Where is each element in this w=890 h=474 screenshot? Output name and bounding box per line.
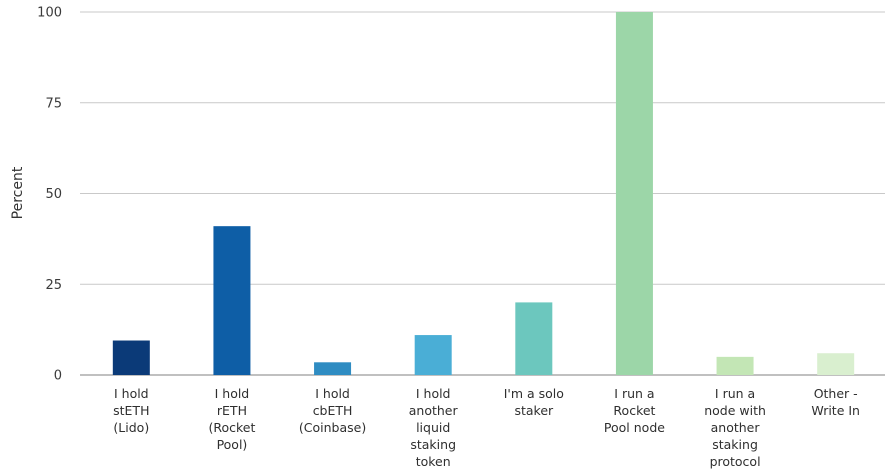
x-category-label-line: staking [410, 437, 456, 452]
bars [112, 12, 855, 375]
x-category-label-line: token [416, 454, 451, 469]
x-category-label: I hold another liquid staking token [409, 386, 459, 469]
x-category-label-line: Pool node [604, 420, 665, 435]
x-category-label: Other - Write In [811, 386, 860, 418]
x-category-label: I run a Rocket Pool node [604, 386, 665, 435]
bar [515, 302, 553, 375]
bar [716, 356, 754, 375]
x-category-label-line: Write In [811, 403, 860, 418]
bar [615, 12, 653, 375]
y-axis-ticks: 0 25 50 75 100 [37, 6, 62, 384]
x-category-label-line: another [711, 420, 761, 435]
x-category-label-line: liquid [416, 420, 450, 435]
x-category-label: I'm a solo staker [504, 386, 564, 418]
y-tick-label: 100 [37, 6, 62, 21]
bar [817, 353, 855, 375]
y-axis-label: Percent [10, 166, 26, 219]
gridlines [80, 11, 885, 376]
x-category-label-line: Rocket [613, 403, 655, 418]
x-category-label-line: I hold [114, 386, 149, 401]
x-category-label-line: (Lido) [113, 420, 149, 435]
y-tick-label: 75 [45, 96, 62, 111]
x-category-label-line: I run a [614, 386, 654, 401]
bar [112, 340, 150, 375]
x-category-label-line: Pool) [217, 437, 248, 452]
y-tick-label: 50 [45, 187, 62, 202]
x-category-label: I hold rETH (Rocket Pool) [208, 386, 255, 452]
x-category-label-line: I hold [416, 386, 451, 401]
x-category-label-line: staking [712, 437, 758, 452]
x-category-label-line: cbETH [313, 403, 353, 418]
y-tick-label: 0 [54, 369, 62, 384]
bar [213, 226, 251, 375]
x-category-label-line: another [409, 403, 459, 418]
x-category-label-line: Other - [814, 386, 858, 401]
x-category-label-line: (Coinbase) [299, 420, 366, 435]
x-category-label-line: node with [704, 403, 766, 418]
x-category-label-line: I hold [215, 386, 250, 401]
y-tick-label: 25 [45, 278, 62, 293]
x-category-label-line: I hold [315, 386, 350, 401]
x-category-label-line: I'm a solo [504, 386, 564, 401]
x-category-label-line: I run a [715, 386, 755, 401]
x-category-label-line: protocol [710, 454, 761, 469]
bar [414, 335, 452, 375]
x-category-label-line: (Rocket [208, 420, 255, 435]
x-category-label: I hold cbETH (Coinbase) [299, 386, 366, 435]
x-category-label-line: rETH [217, 403, 247, 418]
bar [314, 362, 352, 375]
x-axis-labels: I hold stETH (Lido)I hold rETH (Rocket Pool)I… [113, 386, 860, 469]
x-category-label-line: staker [514, 403, 554, 418]
x-category-label-line: stETH [113, 403, 149, 418]
x-category-label: I hold stETH (Lido) [113, 386, 149, 435]
x-category-label: I run a node with another staking protocol [704, 386, 766, 469]
